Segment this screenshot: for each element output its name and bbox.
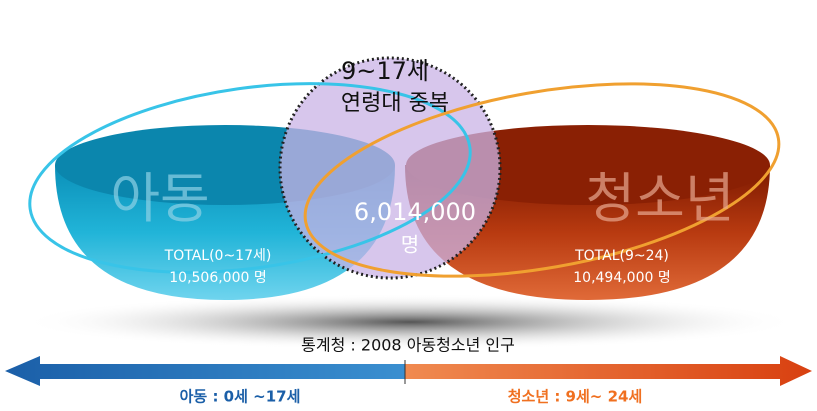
right-total: TOTAL(9~24): [574, 248, 669, 264]
left-arrow: [5, 356, 405, 386]
right-title: 청소년: [585, 167, 734, 230]
overlap-age: 9~17세: [341, 57, 429, 85]
right-arrow-label: 청소년 : 9세~ 24세: [508, 388, 643, 406]
left-arrow-label: 아동 : 0세 ~17세: [180, 388, 301, 406]
right-count: 10,494,000 명: [573, 270, 671, 286]
right-outline: [303, 82, 781, 278]
overlap-label: 연령대 중복: [341, 91, 449, 116]
left-title: 아동: [110, 167, 209, 230]
left-total: TOTAL(0~17세): [164, 248, 272, 264]
shadow: [20, 294, 800, 350]
left-count: 10,506,000 명: [169, 270, 267, 286]
left-outline: [28, 82, 472, 274]
overlap-unit: 명: [401, 233, 419, 257]
right-arrow: [405, 356, 812, 386]
overlap-count: 6,014,000: [354, 198, 476, 226]
source: 통계청 : 2008 아동청소년 인구: [301, 336, 515, 355]
